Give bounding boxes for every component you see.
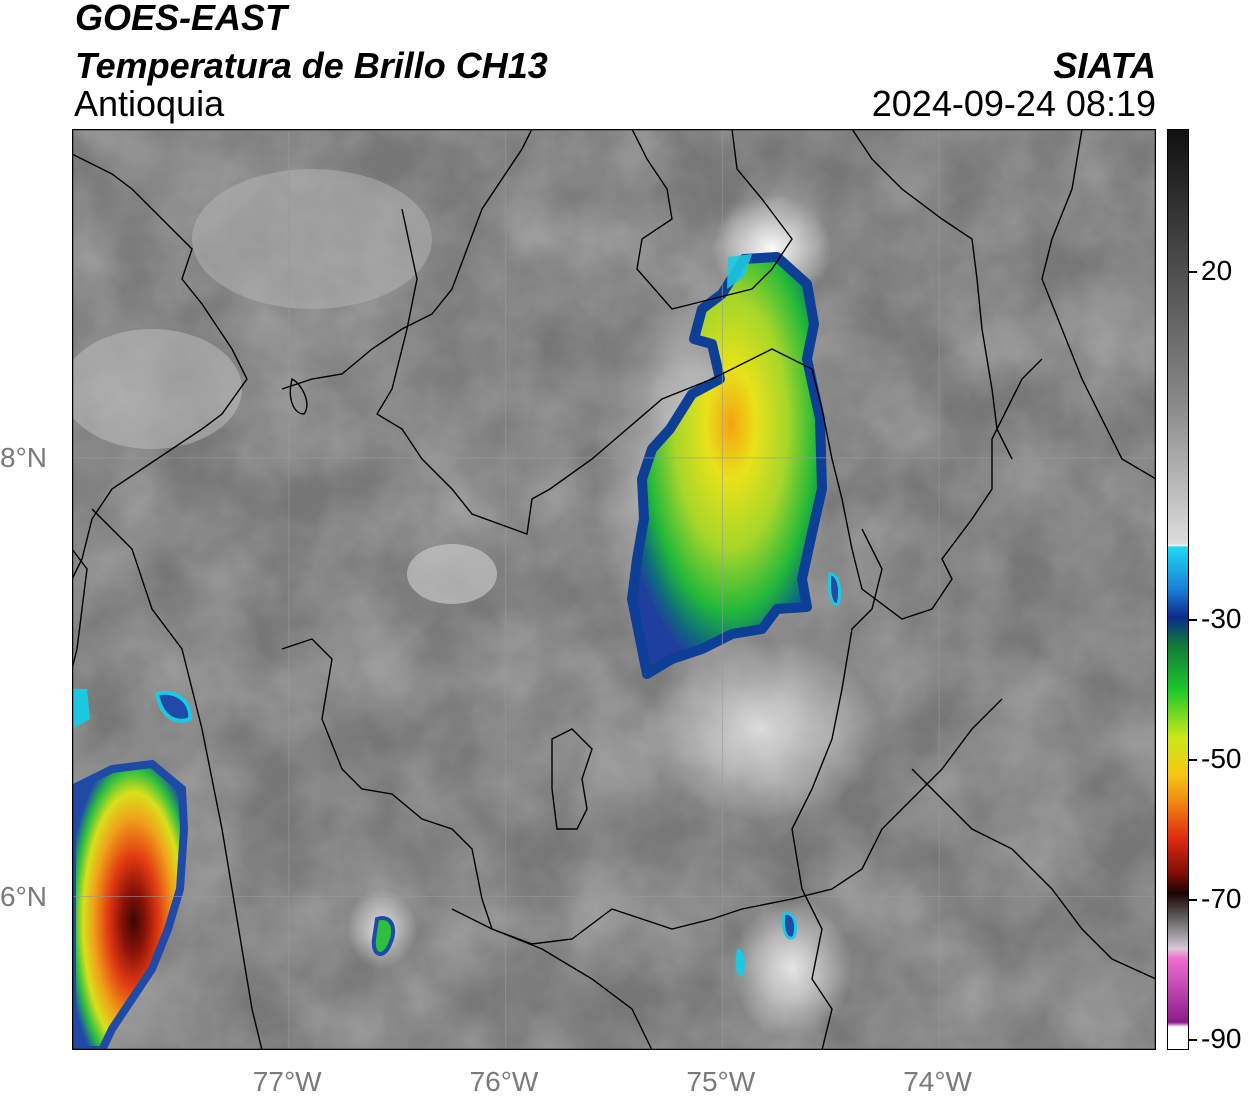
storm-fragment	[72, 689, 90, 729]
department-border	[791, 528, 883, 1050]
longitude-tick-label: 77°W	[252, 1066, 322, 1097]
gulf-coast	[281, 129, 533, 390]
department-border	[851, 129, 1013, 460]
colorbar-tick-label: -50	[1201, 743, 1242, 774]
antioquia-border	[376, 208, 1043, 620]
convective-storm-west	[72, 759, 189, 1050]
antioquia-south-border	[281, 638, 1003, 945]
cloud-patch	[732, 899, 852, 1039]
cloud-patch	[72, 329, 242, 449]
datetime-label: 2024-09-24 08:19	[871, 83, 1156, 124]
colorbar-tick-mark	[1189, 1039, 1197, 1041]
product-title: Temperatura de Brillo CH13	[75, 45, 548, 86]
storm-fragment	[371, 916, 396, 956]
cloud-patch	[407, 544, 497, 604]
department-border	[631, 129, 793, 310]
borders	[72, 129, 1156, 1050]
colorbar-gradient	[1167, 129, 1189, 1050]
coastline	[72, 153, 248, 580]
storm-fragment	[735, 948, 745, 977]
region-label: Antioquia	[74, 83, 225, 124]
colorbar	[1167, 129, 1189, 1050]
convective-storm-central	[627, 252, 827, 679]
colorbar-tick-label: -30	[1201, 603, 1242, 634]
storm-cyan-edge	[727, 254, 752, 289]
satellite-map	[72, 129, 1156, 1050]
colorbar-tick-label: 20	[1201, 255, 1233, 286]
colorbar-tick-label: -90	[1201, 1023, 1242, 1054]
storm-fragment	[154, 690, 193, 723]
colorbar-frame	[1167, 129, 1189, 1050]
colorbar-tick-mark	[1189, 619, 1197, 621]
map-frame	[72, 129, 1156, 1050]
storm-fragment	[828, 572, 842, 606]
cloud-patch	[192, 169, 432, 309]
colorbar-tick-mark	[1189, 759, 1197, 761]
longitude-tick-label: 74°W	[903, 1066, 972, 1097]
department-border	[1041, 129, 1156, 480]
colorbar-tick-label: -70	[1201, 883, 1242, 914]
longitude-tick-label: 76°W	[469, 1066, 539, 1097]
latitude-tick-label: 8°N	[0, 441, 47, 473]
department-border	[551, 728, 593, 830]
agency-label: SIATA	[1053, 45, 1156, 86]
colorbar-tick-mark	[1189, 899, 1197, 901]
cloud-patch	[642, 639, 882, 819]
lake-outline	[289, 377, 308, 415]
latitude-tick-label: 6°N	[0, 880, 47, 912]
colorbar-tick-mark	[1189, 271, 1197, 273]
satellite-title: GOES-EAST	[75, 0, 288, 38]
department-border	[451, 908, 653, 1050]
gridlines	[72, 129, 1156, 1050]
department-border	[72, 548, 88, 670]
department-border	[911, 768, 1156, 980]
storm-fragment	[782, 912, 798, 940]
longitude-tick-label: 75°W	[686, 1066, 756, 1097]
department-border	[91, 508, 263, 1050]
